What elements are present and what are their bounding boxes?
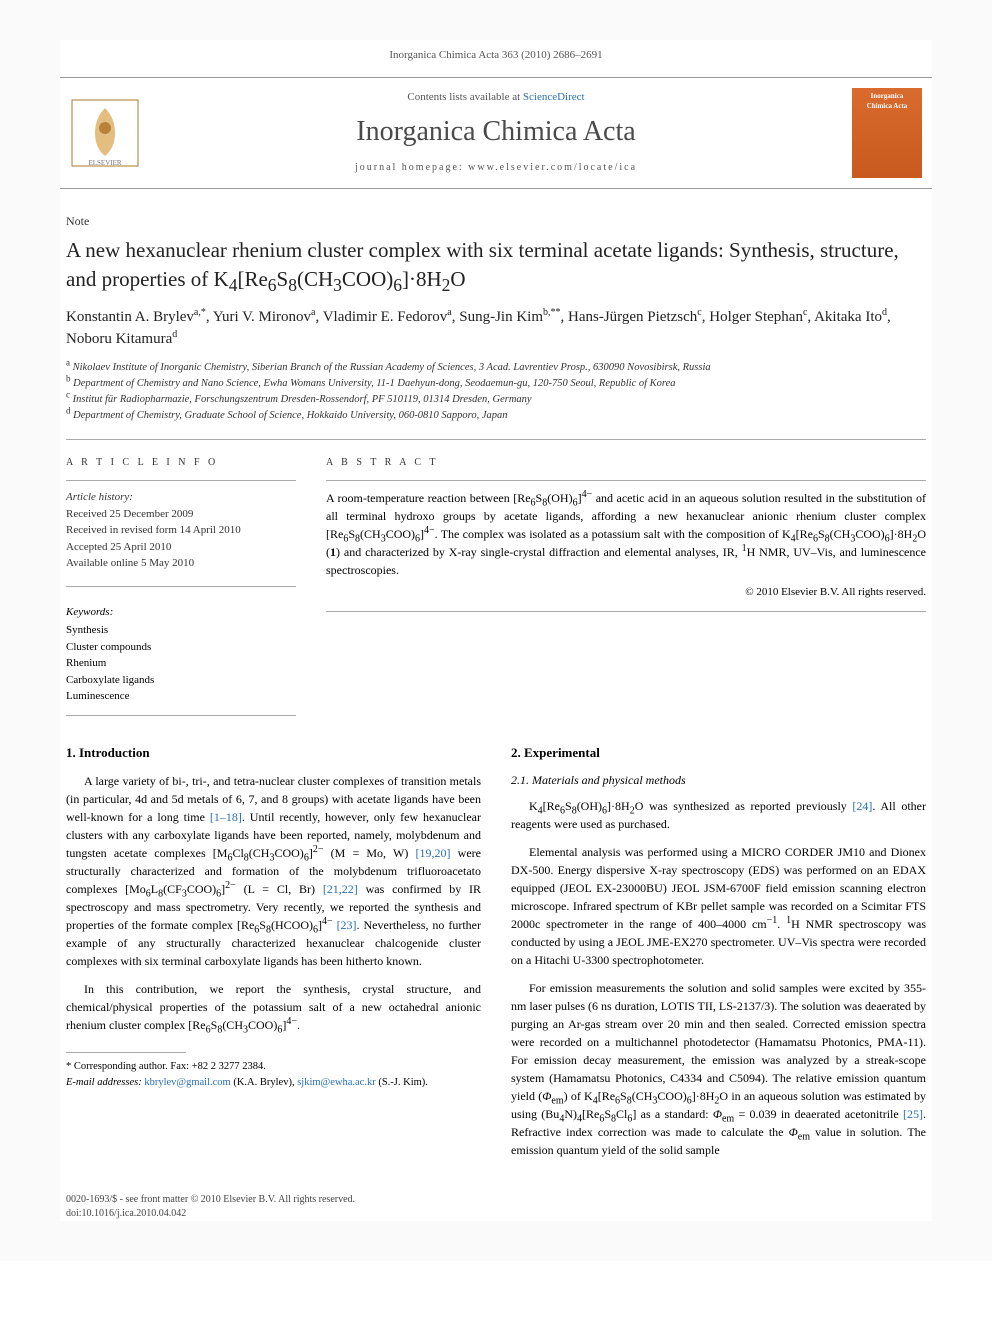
keyword: Cluster compounds [66, 639, 296, 656]
email-who-2: (S.-J. Kim). [378, 1077, 428, 1088]
keywords-label: Keywords: [66, 605, 296, 620]
footer-doi: doi:10.1016/j.ica.2010.04.042 [66, 1207, 355, 1221]
intro-para-1: A large variety of bi-, tri-, and tetra-… [66, 772, 481, 970]
svg-text:ELSEVIER: ELSEVIER [88, 159, 121, 167]
intro-para-2: In this contribution, we report the synt… [66, 980, 481, 1034]
divider [326, 611, 926, 612]
journal-title: Inorganica Chimica Acta [150, 112, 842, 151]
email-line: E-mail addresses: kbrylev@gmail.com (K.A… [66, 1075, 481, 1091]
section-exp-head: 2. Experimental [511, 744, 926, 762]
cover-line2: Chimica Acta [867, 102, 908, 112]
article-info-head: A R T I C L E I N F O [66, 456, 296, 470]
history-online: Available online 5 May 2010 [66, 555, 296, 572]
keyword: Synthesis [66, 622, 296, 639]
divider [326, 480, 926, 481]
footnote-rule [66, 1052, 186, 1053]
affil-b: b Department of Chemistry and Nano Scien… [66, 376, 926, 392]
email-who-1: (K.A. Brylev), [233, 1077, 294, 1088]
cover-line1: Inorganica [871, 92, 904, 102]
divider [66, 439, 926, 440]
exp-para-1: K4[Re6S8(OH)6]·8H2O was synthesized as r… [511, 797, 926, 833]
abstract-copyright: © 2010 Elsevier B.V. All rights reserved… [326, 585, 926, 600]
affiliations: a Nikolaev Institute of Inorganic Chemis… [66, 360, 926, 423]
journal-header: ELSEVIER Contents lists available at Sci… [60, 78, 932, 189]
history-accepted: Accepted 25 April 2010 [66, 539, 296, 556]
author-list: Konstantin A. Bryleva,*, Yuri V. Mironov… [66, 307, 926, 351]
history-received: Received 25 December 2009 [66, 506, 296, 523]
affil-d: d Department of Chemistry, Graduate Scho… [66, 408, 926, 424]
email-label: E-mail addresses: [66, 1077, 142, 1088]
history-label: Article history: [66, 489, 296, 506]
keyword: Carboxylate ligands [66, 672, 296, 689]
abstract-head: A B S T R A C T [326, 456, 926, 470]
email-link-1[interactable]: kbrylev@gmail.com [144, 1077, 230, 1088]
exp-para-3: For emission measurements the solution a… [511, 979, 926, 1159]
citation-line: Inorganica Chimica Acta 363 (2010) 2686–… [60, 40, 932, 78]
abstract-text: A room-temperature reaction between [Re6… [326, 489, 926, 579]
history-revised: Received in revised form 14 April 2010 [66, 522, 296, 539]
section-intro-head: 1. Introduction [66, 744, 481, 762]
affil-a: a Nikolaev Institute of Inorganic Chemis… [66, 360, 926, 376]
footer-issn: 0020-1693/$ - see front matter © 2010 El… [66, 1193, 355, 1207]
corresponding-author: * Corresponding author. Fax: +82 2 3277 … [66, 1059, 481, 1075]
contents-available: Contents lists available at ScienceDirec… [150, 90, 842, 105]
affil-c: c Institut für Radiopharmazie, Forschung… [66, 392, 926, 408]
exp-para-2: Elemental analysis was performed using a… [511, 843, 926, 969]
journal-cover: Inorganica Chimica Acta [842, 78, 932, 188]
article-type: Note [66, 213, 926, 230]
subsection-materials: 2.1. Materials and physical methods [511, 772, 926, 789]
contents-prefix: Contents lists available at [407, 91, 522, 103]
keyword: Rhenium [66, 655, 296, 672]
email-link-2[interactable]: sjkim@ewha.ac.kr [297, 1077, 375, 1088]
divider [66, 480, 296, 481]
keyword: Luminescence [66, 688, 296, 705]
article-title: A new hexanuclear rhenium cluster comple… [66, 236, 926, 293]
sciencedirect-link[interactable]: ScienceDirect [523, 91, 585, 103]
divider [66, 715, 296, 716]
divider [66, 586, 296, 587]
elsevier-logo: ELSEVIER [60, 78, 150, 188]
journal-homepage: journal homepage: www.elsevier.com/locat… [150, 161, 842, 175]
